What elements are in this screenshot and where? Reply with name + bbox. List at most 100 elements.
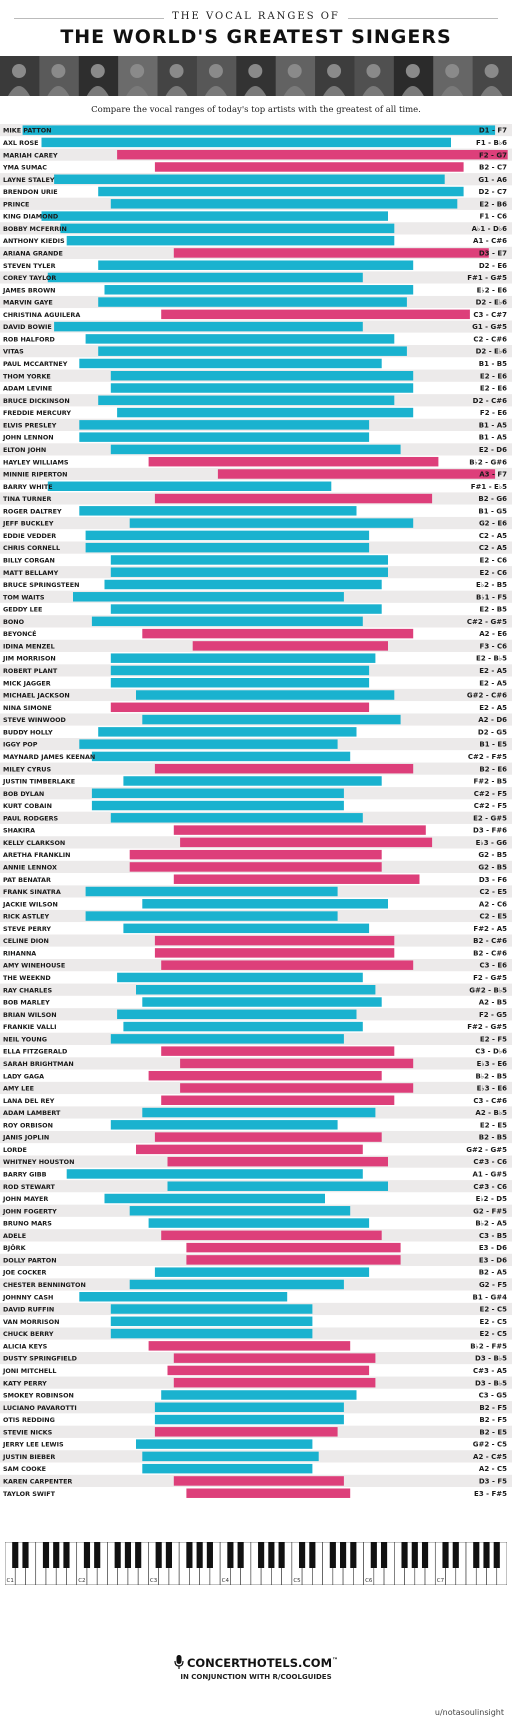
singer-row: BJÖRK E3 - D6	[0, 1241, 512, 1254]
singer-row: BOB DYLAN C#2 - F5	[0, 787, 512, 800]
singer-head-icon	[51, 64, 66, 78]
singer-row: STEVIE NICKS B2 - E5	[0, 1425, 512, 1438]
range-label: B1 - G5	[478, 507, 507, 515]
range-label: E2 - F5	[480, 1035, 507, 1043]
singer-row: BRENDON URIE D2 - C7	[0, 185, 512, 198]
range-bar	[142, 1451, 319, 1462]
black-key	[165, 1542, 172, 1568]
range-bar	[186, 1242, 401, 1253]
range-label: A2 - C5	[479, 1465, 507, 1473]
range-label: B2 - F5	[479, 1416, 507, 1424]
range-bar	[142, 997, 382, 1007]
black-key	[42, 1542, 50, 1568]
singer-row: RAY CHARLES G#2 - B♭5	[0, 983, 512, 996]
singer-name: HAYLEY WILLIAMS	[3, 458, 69, 466]
range-label: E2 - B5	[479, 606, 507, 614]
singer-name: DOLLY PARTON	[3, 1256, 57, 1264]
singer-row: JUSTIN TIMBERLAKE F#2 - B5	[0, 774, 512, 788]
singer-name: LANA DEL REY	[3, 1097, 55, 1105]
range-label: E2 - E6	[480, 385, 507, 393]
singer-name: BARRY WHITE	[3, 483, 53, 491]
range-label: E2 - B♭5	[476, 655, 507, 663]
black-key	[94, 1542, 101, 1568]
singer-row: AXL ROSE F1 - B♭6	[0, 136, 512, 149]
singer-row: BRUCE DICKINSON D2 - C#6	[0, 394, 512, 407]
range-bar	[154, 1402, 344, 1412]
piano-graphic: C1 C2 C3 C4 C5 C6 C7	[4, 1541, 508, 1586]
range-bar	[173, 1353, 376, 1363]
range-bar	[161, 309, 470, 320]
range-label: E2 - E5	[480, 1121, 507, 1129]
singer-name: ROGER DALTREY	[3, 507, 62, 515]
singer-name: KELLY CLARKSON	[3, 839, 65, 847]
range-label: D2 - C7	[479, 188, 508, 196]
singer-name: MILEY CYRUS	[3, 765, 51, 773]
singer-name: MARIAH CAREY	[3, 151, 58, 159]
singer-name: BRUNO MARS	[3, 1220, 52, 1228]
singer-name: BRUCE DICKINSON	[3, 397, 70, 405]
singer-name: BEYONCÉ	[3, 629, 36, 638]
singer-name: ELTON JOHN	[3, 446, 46, 454]
range-bar	[154, 1427, 338, 1437]
singer-name: JUSTIN BIEBER	[2, 1453, 55, 1461]
singer-row: MICK JAGGER E2 - A5	[0, 676, 512, 689]
range-bar	[110, 665, 370, 676]
range-bar	[117, 972, 363, 983]
singer-name: KURT COBAIN	[3, 802, 52, 810]
singer-name: STEVE PERRY	[3, 925, 51, 933]
singer-row: LORDE G#2 - G#5	[0, 1143, 512, 1156]
singer-row: ANNIE LENNOX G2 - B5	[0, 860, 512, 874]
singer-name: BRUCE SPRINGSTEEN	[3, 581, 79, 589]
range-label: E2 - C6	[480, 557, 508, 565]
singer-name: WHITNEY HOUSTON	[3, 1158, 74, 1166]
singer-row: ADAM LAMBERT A2 - B♭5	[0, 1106, 512, 1119]
singer-row: PAUL MCCARTNEY B1 - B5	[0, 357, 512, 370]
singer-row: DAVID RUFFIN E2 - C5	[0, 1302, 512, 1316]
range-label: C#3 - C6	[473, 1183, 507, 1191]
range-label: B2 - B5	[479, 1134, 507, 1142]
brand-block: CONCERTHOTELS.COM™ IN CONJUNCTION WITH R…	[0, 1655, 512, 1695]
singer-row: ARETHA FRANKLIN G2 - B5	[0, 848, 512, 861]
range-label: E3 - F#5	[474, 1490, 507, 1498]
range-label: E♭2 - B5	[476, 581, 507, 589]
singer-name: AXL ROSE	[3, 139, 39, 147]
range-label: E3 - D6	[479, 1244, 507, 1252]
black-key	[421, 1542, 429, 1568]
range-bar	[142, 714, 401, 725]
range-label: G#2 - C#6	[467, 692, 507, 700]
singer-row: JERRY LEE LEWIS G#2 - C5	[0, 1437, 512, 1451]
singer-row: JOE COCKER B2 - A5	[0, 1266, 512, 1279]
singer-name: ARETHA FRANKLIN	[3, 851, 70, 859]
range-label: C2 - A5	[479, 544, 507, 552]
singer-row: MARVIN GAYE D2 - E♭6	[0, 295, 512, 309]
singer-name: JOHN MAYER	[2, 1195, 48, 1203]
range-bar	[167, 1181, 388, 1191]
range-bar	[79, 506, 357, 516]
range-bar	[129, 1279, 344, 1290]
singer-body-icon	[401, 86, 424, 96]
range-bar	[123, 923, 370, 934]
range-label: A3 - F7	[479, 471, 507, 479]
octave-label: C6	[365, 1578, 373, 1584]
black-key	[309, 1542, 316, 1568]
range-label: F2 - G#5	[473, 974, 507, 982]
singer-name: JOHNNY CASH	[2, 1293, 53, 1301]
singer-name: BARRY GIBB	[3, 1171, 47, 1179]
black-key	[196, 1542, 203, 1568]
black-key	[186, 1542, 193, 1568]
range-bar	[110, 1316, 313, 1327]
singer-name: ANTHONY KIEDIS	[3, 237, 65, 245]
range-label: E2 - C6	[480, 569, 508, 577]
singer-head-icon	[248, 64, 263, 78]
singer-row: LADY GAGA B♭2 - B5	[0, 1069, 512, 1082]
range-bar	[79, 358, 382, 369]
range-label: E2 - D6	[479, 446, 507, 454]
range-label: C#2 - G#5	[467, 618, 507, 626]
singer-row: COREY TAYLOR F#1 - G#5	[0, 271, 512, 284]
singer-name: ROBERT PLANT	[3, 667, 58, 675]
singer-name: PAUL RODGERS	[3, 814, 59, 822]
range-label: E2 - E6	[480, 372, 507, 380]
range-label: G#2 - C5	[473, 1441, 507, 1449]
octave-label: C5	[293, 1578, 301, 1584]
range-bar	[110, 813, 363, 823]
